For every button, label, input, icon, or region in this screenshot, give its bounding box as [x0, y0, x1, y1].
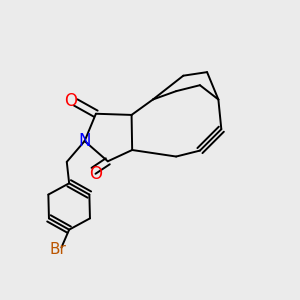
Text: O: O	[89, 165, 102, 183]
Text: N: N	[78, 132, 91, 150]
Text: O: O	[64, 92, 77, 110]
Text: Br: Br	[50, 242, 66, 257]
